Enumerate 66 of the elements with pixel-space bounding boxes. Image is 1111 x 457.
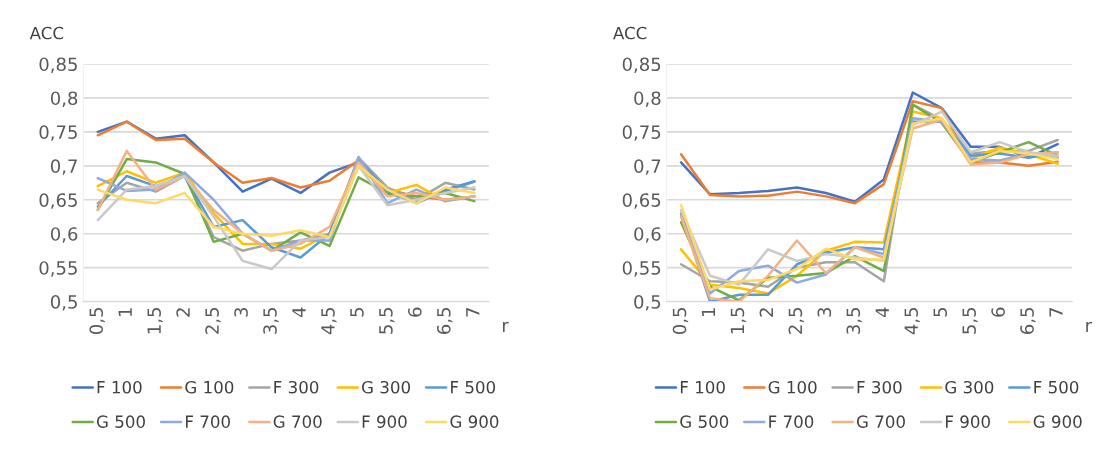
legend-label: F 900 [946, 415, 990, 428]
x-tick-label: 4,5 [904, 308, 920, 335]
x-axis-title: r [1086, 321, 1093, 332]
y-tick-label: 0,75 [39, 125, 77, 141]
legend-label: G 500 [680, 415, 729, 428]
legend-label: G 100 [768, 380, 817, 394]
legend-label: G 300 [362, 380, 411, 394]
y-tick-label: 0,75 [622, 125, 661, 141]
x-tick-label: 1 [118, 308, 132, 316]
x-tick-label: 2,5 [205, 308, 221, 334]
x-tick-label: 2 [176, 308, 190, 317]
x-tick-label: 5 [350, 308, 364, 317]
legend-label: F 900 [362, 415, 407, 428]
legend-label: F 300 [857, 380, 902, 394]
y-tick-label: 0,85 [622, 57, 661, 73]
legend-label: F 100 [680, 380, 725, 394]
x-tick-label: 4,5 [321, 308, 337, 335]
x-tick-label: 3,5 [846, 308, 862, 334]
x-tick-label: 1,5 [147, 308, 163, 334]
y-tick-label: 0,7 [634, 159, 661, 175]
x-tick-label: 0,5 [89, 308, 105, 334]
legend-label: G 700 [856, 415, 905, 428]
x-tick-label: 1,5 [730, 308, 747, 334]
x-tick-label: 1 [701, 308, 716, 316]
x-tick-label: 6,5 [1020, 308, 1036, 334]
x-tick-label: 4 [292, 307, 306, 318]
legend-label: G 700 [273, 415, 322, 428]
legend-label: F 500 [1034, 380, 1079, 394]
y-tick-label: 0,6 [50, 227, 78, 243]
y-tick-label: 0,8 [634, 91, 661, 107]
legend-label: G 500 [96, 415, 145, 428]
x-axis-title: r [502, 321, 509, 332]
legend-label: F 500 [451, 380, 496, 394]
y-tick-label: 0,85 [39, 57, 77, 73]
x-tick-label: 5,5 [379, 308, 395, 334]
x-tick-label: 5 [933, 308, 948, 317]
x-tick-label: 7 [1049, 308, 1063, 317]
x-tick-label: 5,5 [962, 308, 978, 334]
x-tick-label: 2 [759, 308, 773, 317]
x-tick-label: 6 [991, 307, 1005, 317]
legend-label: F 300 [274, 380, 319, 394]
legend-label: F 100 [97, 380, 142, 394]
legend-label: G 900 [450, 415, 499, 428]
x-tick-label: 0,5 [672, 308, 689, 334]
y-tick-label: 0,8 [50, 91, 78, 107]
y-tick-label: 0,55 [39, 261, 77, 277]
y-tick-label: 0,65 [39, 193, 77, 209]
x-tick-label: 4 [875, 307, 889, 318]
y-tick-label: 0,6 [634, 227, 661, 243]
x-tick-label: 2,5 [788, 308, 805, 334]
legend-label: F 700 [186, 415, 230, 428]
y-axis-title: ACC [613, 26, 647, 40]
x-tick-label: 6 [408, 307, 422, 317]
legend-label: G 900 [1033, 415, 1082, 428]
x-tick-label: 7 [466, 308, 480, 317]
legend-label: F 700 [769, 415, 814, 428]
x-tick-label: 3,5 [263, 308, 279, 334]
y-tick-label: 0,65 [622, 193, 661, 209]
x-tick-label: 3 [234, 307, 248, 317]
legend-label: G 100 [185, 380, 234, 394]
legend-label: G 300 [945, 380, 994, 394]
y-axis-title: ACC [29, 26, 64, 40]
y-tick-label: 0,55 [622, 261, 661, 277]
x-tick-label: 6,5 [436, 308, 453, 334]
y-tick-label: 0,7 [50, 159, 77, 175]
x-tick-label: 3 [817, 307, 832, 317]
